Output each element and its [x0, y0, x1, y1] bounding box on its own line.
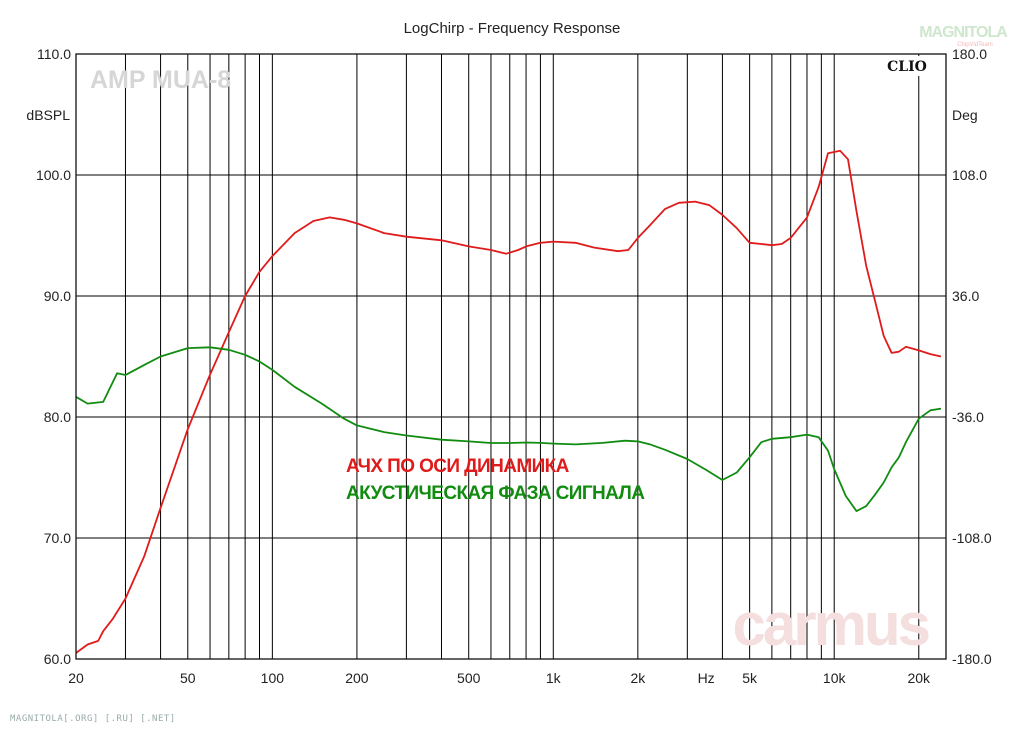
series-line-2 [75, 346, 942, 512]
x-tick-label: 2k [630, 670, 646, 686]
watermarks: AMP MUA-8 carmus [90, 66, 932, 658]
magnitola-logo-text: MAGNITOLA [919, 24, 1008, 41]
x-tick-label: 20 [68, 670, 84, 686]
chart-grid [76, 54, 946, 659]
footer-caption: MAGNITOLA[.ORG] [.RU] [.NET] [10, 714, 176, 724]
carmus-watermark: carmus [733, 591, 929, 658]
y-right-tick-label: 36.0 [952, 288, 979, 304]
y-left-tick-label: 110.0 [37, 46, 71, 62]
x-tick-label: 200 [345, 670, 369, 686]
x-tick-label: 10k [823, 670, 847, 686]
y-right-tick-label: 108.0 [952, 167, 987, 183]
chart-title: LogChirp - Frequency Response [404, 20, 621, 37]
y-left-tick-label: 80.0 [44, 409, 71, 425]
model-watermark: AMP MUA-8 [90, 66, 231, 94]
y-left-tick-label: 90.0 [44, 288, 71, 304]
y-right-tick-label: -180.0 [952, 651, 992, 667]
magnitola-logo: MAGNITOLA ChipVidTeam [919, 24, 1009, 48]
y-right-tick-label: 180.0 [952, 46, 987, 62]
clio-label: CLIO [887, 59, 927, 75]
series-line-1 [75, 149, 942, 654]
legend-entry-1: АЧХ ПО ОСИ ДИНАМИКА [346, 456, 570, 477]
chart-legend: АЧХ ПО ОСИ ДИНАМИКА АКУСТИЧЕСКАЯ ФАЗА СИГ… [346, 456, 646, 504]
plot-frame [75, 53, 947, 660]
x-tick-label: 50 [180, 670, 196, 686]
y-right-tick-labels: 180.0 108.0 36.0 -36.0 -108.0 -180.0 [952, 46, 992, 667]
x-tick-label: 500 [457, 670, 481, 686]
series-layer [75, 149, 942, 654]
y-left-tick-label: 100.0 [36, 167, 71, 183]
x-tick-label: 100 [261, 670, 285, 686]
y-left-tick-label: 60.0 [44, 651, 71, 667]
magnitola-logo-subtext: ChipVidTeam [957, 42, 993, 48]
x-tick-label: 20k [907, 670, 931, 686]
x-tick-label: 5k [742, 670, 758, 686]
y-left-tick-label: 70.0 [44, 530, 71, 546]
x-tick-label: 1k [546, 670, 562, 686]
y-right-axis-label: Deg [952, 107, 978, 123]
clio-label-bg [883, 56, 931, 76]
x-axis-unit-label: Hz [698, 670, 715, 686]
y-left-axis-label: dBSPL [26, 107, 70, 123]
legend-entry-2: АКУСТИЧЕСКАЯ ФАЗА СИГНАЛА [346, 483, 645, 504]
y-right-tick-label: -108.0 [952, 530, 992, 546]
y-right-tick-label: -36.0 [952, 409, 984, 425]
x-tick-labels: 20 50 100 200 500 1k 2k 5k 10k 20k [68, 670, 931, 686]
y-left-tick-labels: 110.0 100.0 90.0 80.0 70.0 60.0 [36, 46, 71, 667]
